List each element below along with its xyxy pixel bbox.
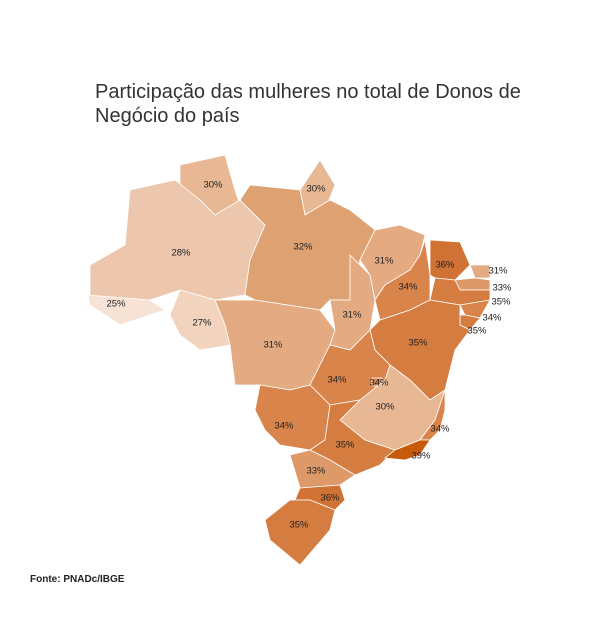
value-label: 39% [411,451,431,462]
region [469,264,491,279]
source-note: Fonte: PNADc/IBGE [30,574,125,585]
value-label: 27% [192,318,212,329]
value-label: 31% [374,256,394,267]
value-label: 35% [491,297,511,308]
region [454,277,491,291]
value-label: 35% [408,338,428,349]
value-label: 28% [171,248,191,259]
value-label: 36% [435,260,455,271]
value-label: 34% [369,378,389,389]
value-label: 25% [106,299,126,310]
value-label: 34% [482,313,502,324]
value-label: 31% [263,340,283,351]
region [383,439,431,461]
value-label: 34% [398,282,418,293]
value-label: 36% [320,493,340,504]
value-label: 35% [467,326,487,337]
value-label: 34% [327,375,347,386]
region [254,384,331,451]
region [87,294,166,326]
region [89,179,266,301]
region [264,499,336,566]
value-label: 35% [289,520,309,531]
map-title: Participação das mulheres no total de Do… [95,81,521,127]
value-label: 33% [492,283,512,294]
value-label: 31% [488,266,508,277]
value-label: 35% [335,440,355,451]
region [374,239,431,321]
value-label: 32% [293,242,313,253]
value-label: 30% [375,402,395,413]
value-label: 30% [306,184,326,195]
value-label: 30% [203,180,223,191]
value-label: 31% [342,310,362,321]
value-label: 33% [306,466,326,477]
value-label: 34% [274,421,294,432]
value-label: 34% [430,424,450,435]
